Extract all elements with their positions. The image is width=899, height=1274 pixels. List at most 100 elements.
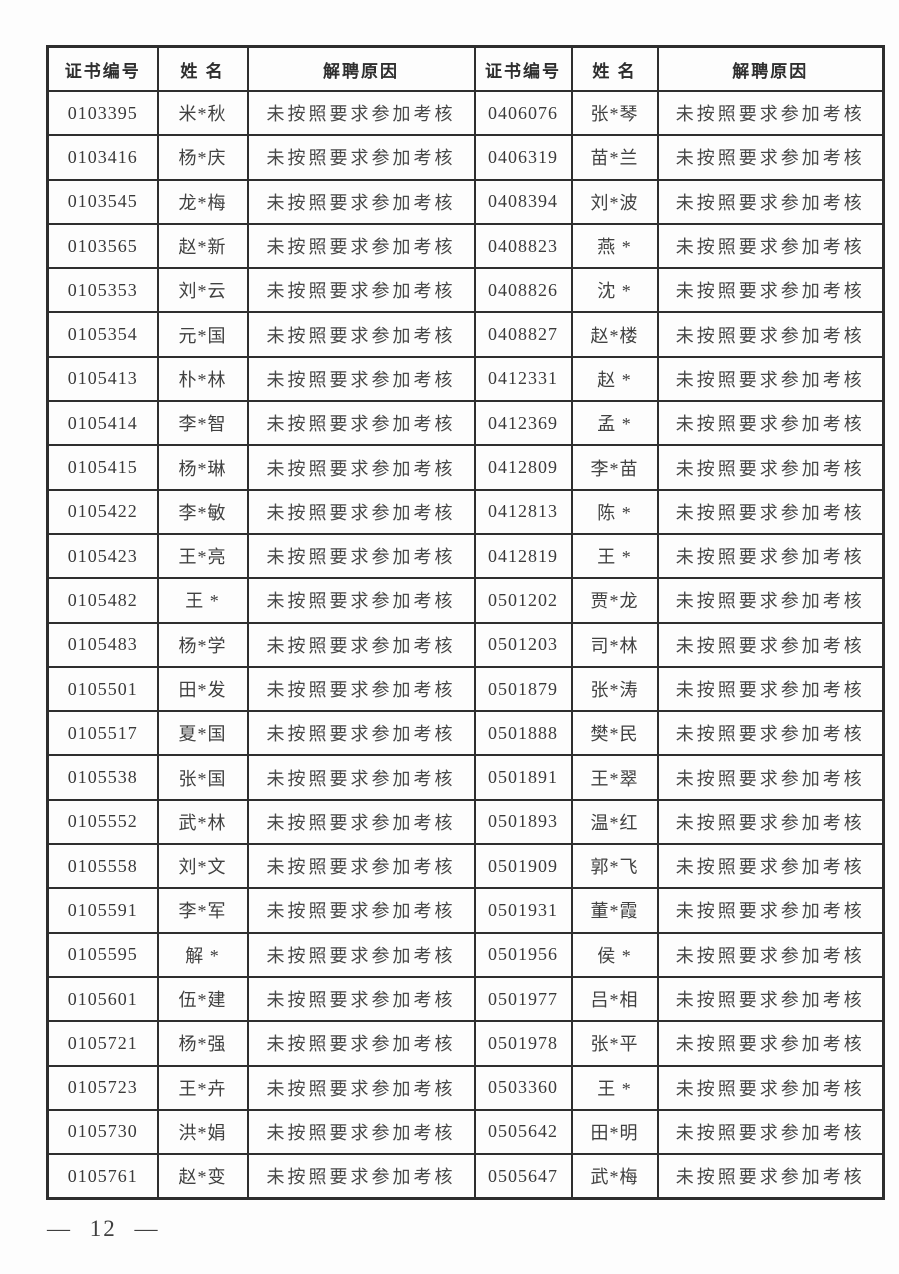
reason-cell: 未按照要求参加考核: [656, 975, 885, 1023]
table-row: 0105517 夏*国 未按照要求参加考核 0501888 樊*民 未按照要求参加考核: [46, 710, 885, 757]
cert-number-cell: 0105413: [46, 355, 159, 403]
cert-number-cell: 0105591: [46, 887, 159, 934]
header-name-right: 姓 名: [570, 45, 659, 92]
reason-cell: 未按照要求参加考核: [246, 355, 476, 403]
reason-cell: 未按照要求参加考核: [246, 178, 476, 225]
table-row: 0105595 解 * 未按照要求参加考核 0501956 侯 * 未按照要求参加考核: [46, 931, 885, 978]
reason-cell: 未按照要求参加考核: [246, 488, 476, 535]
table-row: 0105591 李*军 未按照要求参加考核 0501931 董*霞 未按照要求参加考核: [46, 887, 885, 934]
name-cell: 洪*娟: [156, 1108, 249, 1156]
reason-cell: 未按照要求参加考核: [246, 444, 476, 491]
name-cell: 王*翠: [570, 754, 659, 801]
table-row: 0105501 田*发 未按照要求参加考核 0501879 张*涛 未按照要求参加考核: [46, 665, 885, 713]
cert-number-cell: 0501931: [473, 887, 573, 934]
table-body: 0103395 米*秋 未按照要求参加考核 0406076 张*琴 未按照要求参加考核 01…: [46, 89, 885, 1200]
reason-cell: 未按照要求参加考核: [246, 1108, 476, 1156]
reason-cell: 未按照要求参加考核: [656, 400, 885, 447]
table-row: 0105413 朴*林 未按照要求参加考核 0412331 赵 * 未按照要求参加考核: [46, 355, 885, 403]
name-cell: 杨*强: [156, 1020, 249, 1067]
cert-number-cell: 0105552: [46, 798, 159, 846]
name-cell: 杨*琳: [156, 444, 249, 491]
header-reason-right: 解聘原因: [656, 45, 885, 92]
cert-number-cell: 0406319: [473, 134, 573, 181]
name-cell: 元*国: [156, 311, 249, 358]
name-cell: 田*明: [570, 1108, 659, 1156]
cert-number-cell: 0412813: [473, 488, 573, 535]
cert-number-cell: 0408394: [473, 178, 573, 225]
table-row: 0105483 杨*学 未按照要求参加考核 0501203 司*林 未按照要求参加考核: [46, 621, 885, 668]
name-cell: 夏*国: [156, 710, 249, 757]
cert-number-cell: 0103565: [46, 222, 159, 270]
cert-number-cell: 0505647: [473, 1153, 573, 1200]
reason-cell: 未按照要求参加考核: [656, 134, 885, 181]
cert-number-cell: 0105721: [46, 1020, 159, 1067]
table-row: 0103416 杨*庆 未按照要求参加考核 0406319 苗*兰 未按照要求参加考核: [46, 134, 885, 181]
reason-cell: 未按照要求参加考核: [246, 798, 476, 846]
table-row: 0105723 王*卉 未按照要求参加考核 0503360 王 * 未按照要求参加考核: [46, 1064, 885, 1111]
cert-number-cell: 0501879: [473, 665, 573, 713]
cert-number-cell: 0501893: [473, 798, 573, 846]
name-cell: 贾*龙: [570, 577, 659, 624]
table-row: 0105538 张*国 未按照要求参加考核 0501891 王*翠 未按照要求参加考核: [46, 754, 885, 801]
table-row: 0105558 刘*文 未按照要求参加考核 0501909 郭*飞 未按照要求参加考核: [46, 843, 885, 890]
reason-cell: 未按照要求参加考核: [246, 754, 476, 801]
name-cell: 解 *: [156, 931, 249, 978]
name-cell: 侯 *: [570, 931, 659, 978]
reason-cell: 未按照要求参加考核: [656, 931, 885, 978]
reason-cell: 未按照要求参加考核: [246, 311, 476, 358]
cert-number-cell: 0105482: [46, 577, 159, 624]
name-cell: 张*平: [570, 1020, 659, 1067]
name-cell: 田*发: [156, 665, 249, 713]
reason-cell: 未按照要求参加考核: [656, 267, 885, 314]
name-cell: 张*国: [156, 754, 249, 801]
cert-number-cell: 0105761: [46, 1153, 159, 1200]
cert-number-cell: 0105558: [46, 843, 159, 890]
table-row: 0105721 杨*强 未按照要求参加考核 0501978 张*平 未按照要求参加考核: [46, 1020, 885, 1067]
table-row: 0105353 刘*云 未按照要求参加考核 0408826 沈 * 未按照要求参加考核: [46, 267, 885, 314]
name-cell: 张*涛: [570, 665, 659, 713]
cert-number-cell: 0503360: [473, 1064, 573, 1111]
name-cell: 刘*波: [570, 178, 659, 225]
header-reason-left: 解聘原因: [246, 45, 476, 92]
header-cert-number-right: 证书编号: [473, 45, 573, 92]
table-row: 0105730 洪*娟 未按照要求参加考核 0505642 田*明 未按照要求参加考核: [46, 1108, 885, 1156]
name-cell: 赵 *: [570, 355, 659, 403]
reason-cell: 未按照要求参加考核: [656, 798, 885, 846]
table-row: 0103545 龙*梅 未按照要求参加考核 0408394 刘*波 未按照要求参加考核: [46, 178, 885, 225]
name-cell: 龙*梅: [156, 178, 249, 225]
cert-number-cell: 0105354: [46, 311, 159, 358]
reason-cell: 未按照要求参加考核: [656, 710, 885, 757]
reason-cell: 未按照要求参加考核: [246, 134, 476, 181]
cert-number-cell: 0505642: [473, 1108, 573, 1156]
cert-number-cell: 0105423: [46, 532, 159, 580]
reason-cell: 未按照要求参加考核: [246, 222, 476, 270]
name-cell: 司*林: [570, 621, 659, 668]
cert-number-cell: 0501888: [473, 710, 573, 757]
reason-cell: 未按照要求参加考核: [656, 178, 885, 225]
reason-cell: 未按照要求参加考核: [246, 843, 476, 890]
table-row: 0103565 赵*新 未按照要求参加考核 0408823 燕 * 未按照要求参加考核: [46, 222, 885, 270]
cert-number-cell: 0412331: [473, 355, 573, 403]
name-cell: 李*军: [156, 887, 249, 934]
cert-number-cell: 0501909: [473, 843, 573, 890]
name-cell: 刘*文: [156, 843, 249, 890]
table-row: 0105601 伍*建 未按照要求参加考核 0501977 吕*相 未按照要求参加考核: [46, 975, 885, 1023]
cert-number-cell: 0408823: [473, 222, 573, 270]
reason-cell: 未按照要求参加考核: [246, 1064, 476, 1111]
cert-number-cell: 0412369: [473, 400, 573, 447]
cert-number-cell: 0105353: [46, 267, 159, 314]
cert-number-cell: 0412819: [473, 532, 573, 580]
cert-number-cell: 0501956: [473, 931, 573, 978]
reason-cell: 未按照要求参加考核: [656, 488, 885, 535]
reason-cell: 未按照要求参加考核: [246, 1153, 476, 1200]
reason-cell: 未按照要求参加考核: [246, 267, 476, 314]
reason-cell: 未按照要求参加考核: [656, 311, 885, 358]
cert-number-cell: 0105501: [46, 665, 159, 713]
name-cell: 赵*楼: [570, 311, 659, 358]
reason-cell: 未按照要求参加考核: [656, 887, 885, 934]
name-cell: 杨*学: [156, 621, 249, 668]
reason-cell: 未按照要求参加考核: [656, 444, 885, 491]
reason-cell: 未按照要求参加考核: [246, 710, 476, 757]
cert-number-cell: 0105517: [46, 710, 159, 757]
cert-number-cell: 0103416: [46, 134, 159, 181]
